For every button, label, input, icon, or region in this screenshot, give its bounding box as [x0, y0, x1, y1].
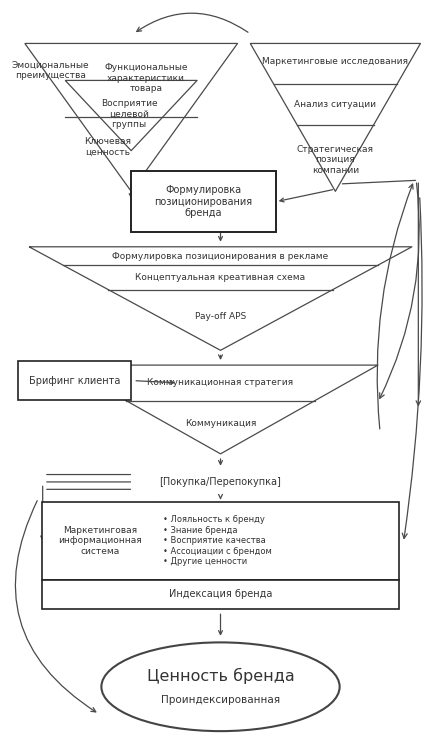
Text: Маркетинговая
информационная
система: Маркетинговая информационная система: [58, 526, 142, 556]
Text: Ключевая
ценность: Ключевая ценность: [84, 137, 131, 156]
FancyArrowPatch shape: [377, 184, 413, 429]
FancyArrowPatch shape: [402, 198, 422, 539]
FancyArrowPatch shape: [380, 183, 419, 399]
Text: Проиндексированная: Проиндексированная: [161, 695, 280, 705]
FancyArrowPatch shape: [137, 13, 248, 32]
Text: Ценность бренда: Ценность бренда: [146, 668, 294, 684]
Text: Брифинг клиента: Брифинг клиента: [29, 375, 120, 386]
Text: Pay-off APS: Pay-off APS: [195, 312, 246, 321]
Ellipse shape: [102, 642, 340, 731]
Text: Коммуникационная стратегия: Коммуникационная стратегия: [147, 378, 293, 387]
FancyArrowPatch shape: [416, 183, 421, 405]
Text: Функциональные
характеристики
товара: Функциональные характеристики товара: [104, 63, 188, 93]
FancyBboxPatch shape: [18, 361, 131, 400]
FancyBboxPatch shape: [42, 502, 399, 580]
Text: • Лояльность к бренду
• Знание бренда
• Восприятие качества
• Ассоциации с бренд: • Лояльность к бренду • Знание бренда • …: [163, 516, 272, 566]
Text: Эмоциональные
преимущества: Эмоциональные преимущества: [11, 60, 89, 80]
Text: Стратегическая
позиция
компании: Стратегическая позиция компании: [297, 145, 374, 174]
Text: Коммуникация: Коммуникация: [185, 419, 256, 428]
FancyBboxPatch shape: [131, 171, 276, 232]
Text: Концептуальная креативная схема: Концептуальная креативная схема: [136, 273, 306, 282]
Text: Анализ ситуации: Анализ ситуации: [294, 101, 376, 110]
FancyBboxPatch shape: [42, 580, 399, 609]
FancyArrowPatch shape: [15, 501, 96, 712]
Text: Индексация бренда: Индексация бренда: [169, 589, 272, 599]
Text: Формулировка позиционирования в рекламе: Формулировка позиционирования в рекламе: [112, 252, 329, 261]
Text: [Покупка/Перепокупка]: [Покупка/Перепокупка]: [160, 477, 282, 487]
Text: Восприятие
целевой
группы: Восприятие целевой группы: [101, 99, 157, 129]
Text: Маркетинговые исследования: Маркетинговые исследования: [262, 57, 409, 66]
FancyArrowPatch shape: [41, 486, 44, 540]
Text: Формулировка
позиционирования
бренда: Формулировка позиционирования бренда: [154, 185, 252, 218]
